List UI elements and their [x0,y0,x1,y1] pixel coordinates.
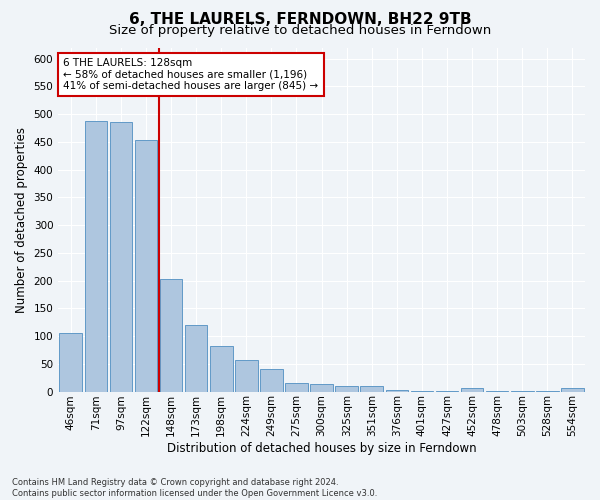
Bar [285,383,308,392]
Bar [260,370,283,392]
Bar [436,391,458,392]
Bar [486,391,508,392]
Y-axis label: Number of detached properties: Number of detached properties [15,126,28,312]
Bar [59,334,82,392]
Bar [85,122,107,392]
Bar [235,360,257,392]
Bar [461,388,484,392]
X-axis label: Distribution of detached houses by size in Ferndown: Distribution of detached houses by size … [167,442,476,455]
Bar [361,386,383,392]
Bar [310,384,333,392]
Bar [410,391,433,392]
Text: Contains HM Land Registry data © Crown copyright and database right 2024.
Contai: Contains HM Land Registry data © Crown c… [12,478,377,498]
Bar [386,390,408,392]
Text: Size of property relative to detached houses in Ferndown: Size of property relative to detached ho… [109,24,491,37]
Bar [110,122,132,392]
Bar [134,140,157,392]
Bar [561,388,584,392]
Bar [160,280,182,392]
Text: 6 THE LAURELS: 128sqm
← 58% of detached houses are smaller (1,196)
41% of semi-d: 6 THE LAURELS: 128sqm ← 58% of detached … [64,58,319,91]
Bar [335,386,358,392]
Text: 6, THE LAURELS, FERNDOWN, BH22 9TB: 6, THE LAURELS, FERNDOWN, BH22 9TB [128,12,472,28]
Bar [210,346,233,392]
Bar [185,325,208,392]
Bar [511,391,533,392]
Bar [536,391,559,392]
